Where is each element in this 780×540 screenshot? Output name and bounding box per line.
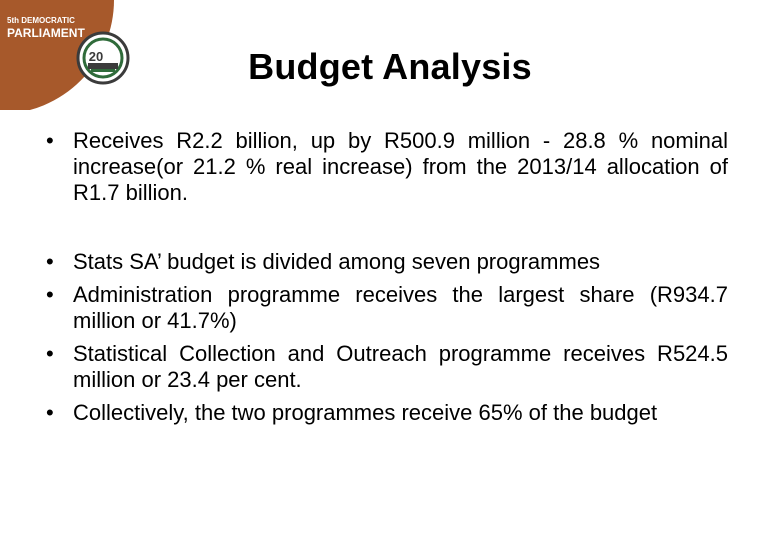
- badge-building: [88, 63, 118, 69]
- bullet-item: • Administration programme receives the …: [46, 282, 728, 334]
- badge-base: [91, 69, 115, 72]
- logo-line2: PARLIAMENT: [7, 26, 85, 40]
- bullet-icon: •: [46, 341, 54, 366]
- badge-number: 20: [89, 49, 103, 64]
- bullet-text: Collectively, the two programmes receive…: [73, 400, 658, 425]
- slide-title: Budget Analysis: [248, 46, 532, 87]
- logo-brown-shape: [0, 0, 114, 110]
- bullet-text: Statistical Collection and Outreach prog…: [73, 341, 728, 392]
- bullet-icon: •: [46, 282, 54, 307]
- bullet-item: • Statistical Collection and Outreach pr…: [46, 341, 728, 393]
- bullet-item: • Collectively, the two programmes recei…: [46, 400, 728, 426]
- bullet-text: Administration programme receives the la…: [73, 282, 728, 333]
- badge-inner-ring: [82, 37, 124, 79]
- parliament-logo-graphic: 5th DEMOCRATIC PARLIAMENT 20: [0, 0, 130, 110]
- bullet-icon: •: [46, 128, 54, 153]
- bullet-item: • Receives R2.2 billion, up by R500.9 mi…: [46, 128, 728, 206]
- parliament-logo: 5th DEMOCRATIC PARLIAMENT 20: [0, 0, 140, 110]
- bullet-list: • Receives R2.2 billion, up by R500.9 mi…: [46, 128, 728, 433]
- bullet-text: Stats SA’ budget is divided among seven …: [73, 249, 601, 274]
- logo-line1: 5th DEMOCRATIC: [7, 16, 75, 25]
- bullet-icon: •: [46, 400, 54, 425]
- bullet-icon: •: [46, 249, 54, 274]
- bullet-text: Receives R2.2 billion, up by R500.9 mill…: [73, 128, 728, 205]
- bullet-item: • Stats SA’ budget is divided among seve…: [46, 249, 728, 275]
